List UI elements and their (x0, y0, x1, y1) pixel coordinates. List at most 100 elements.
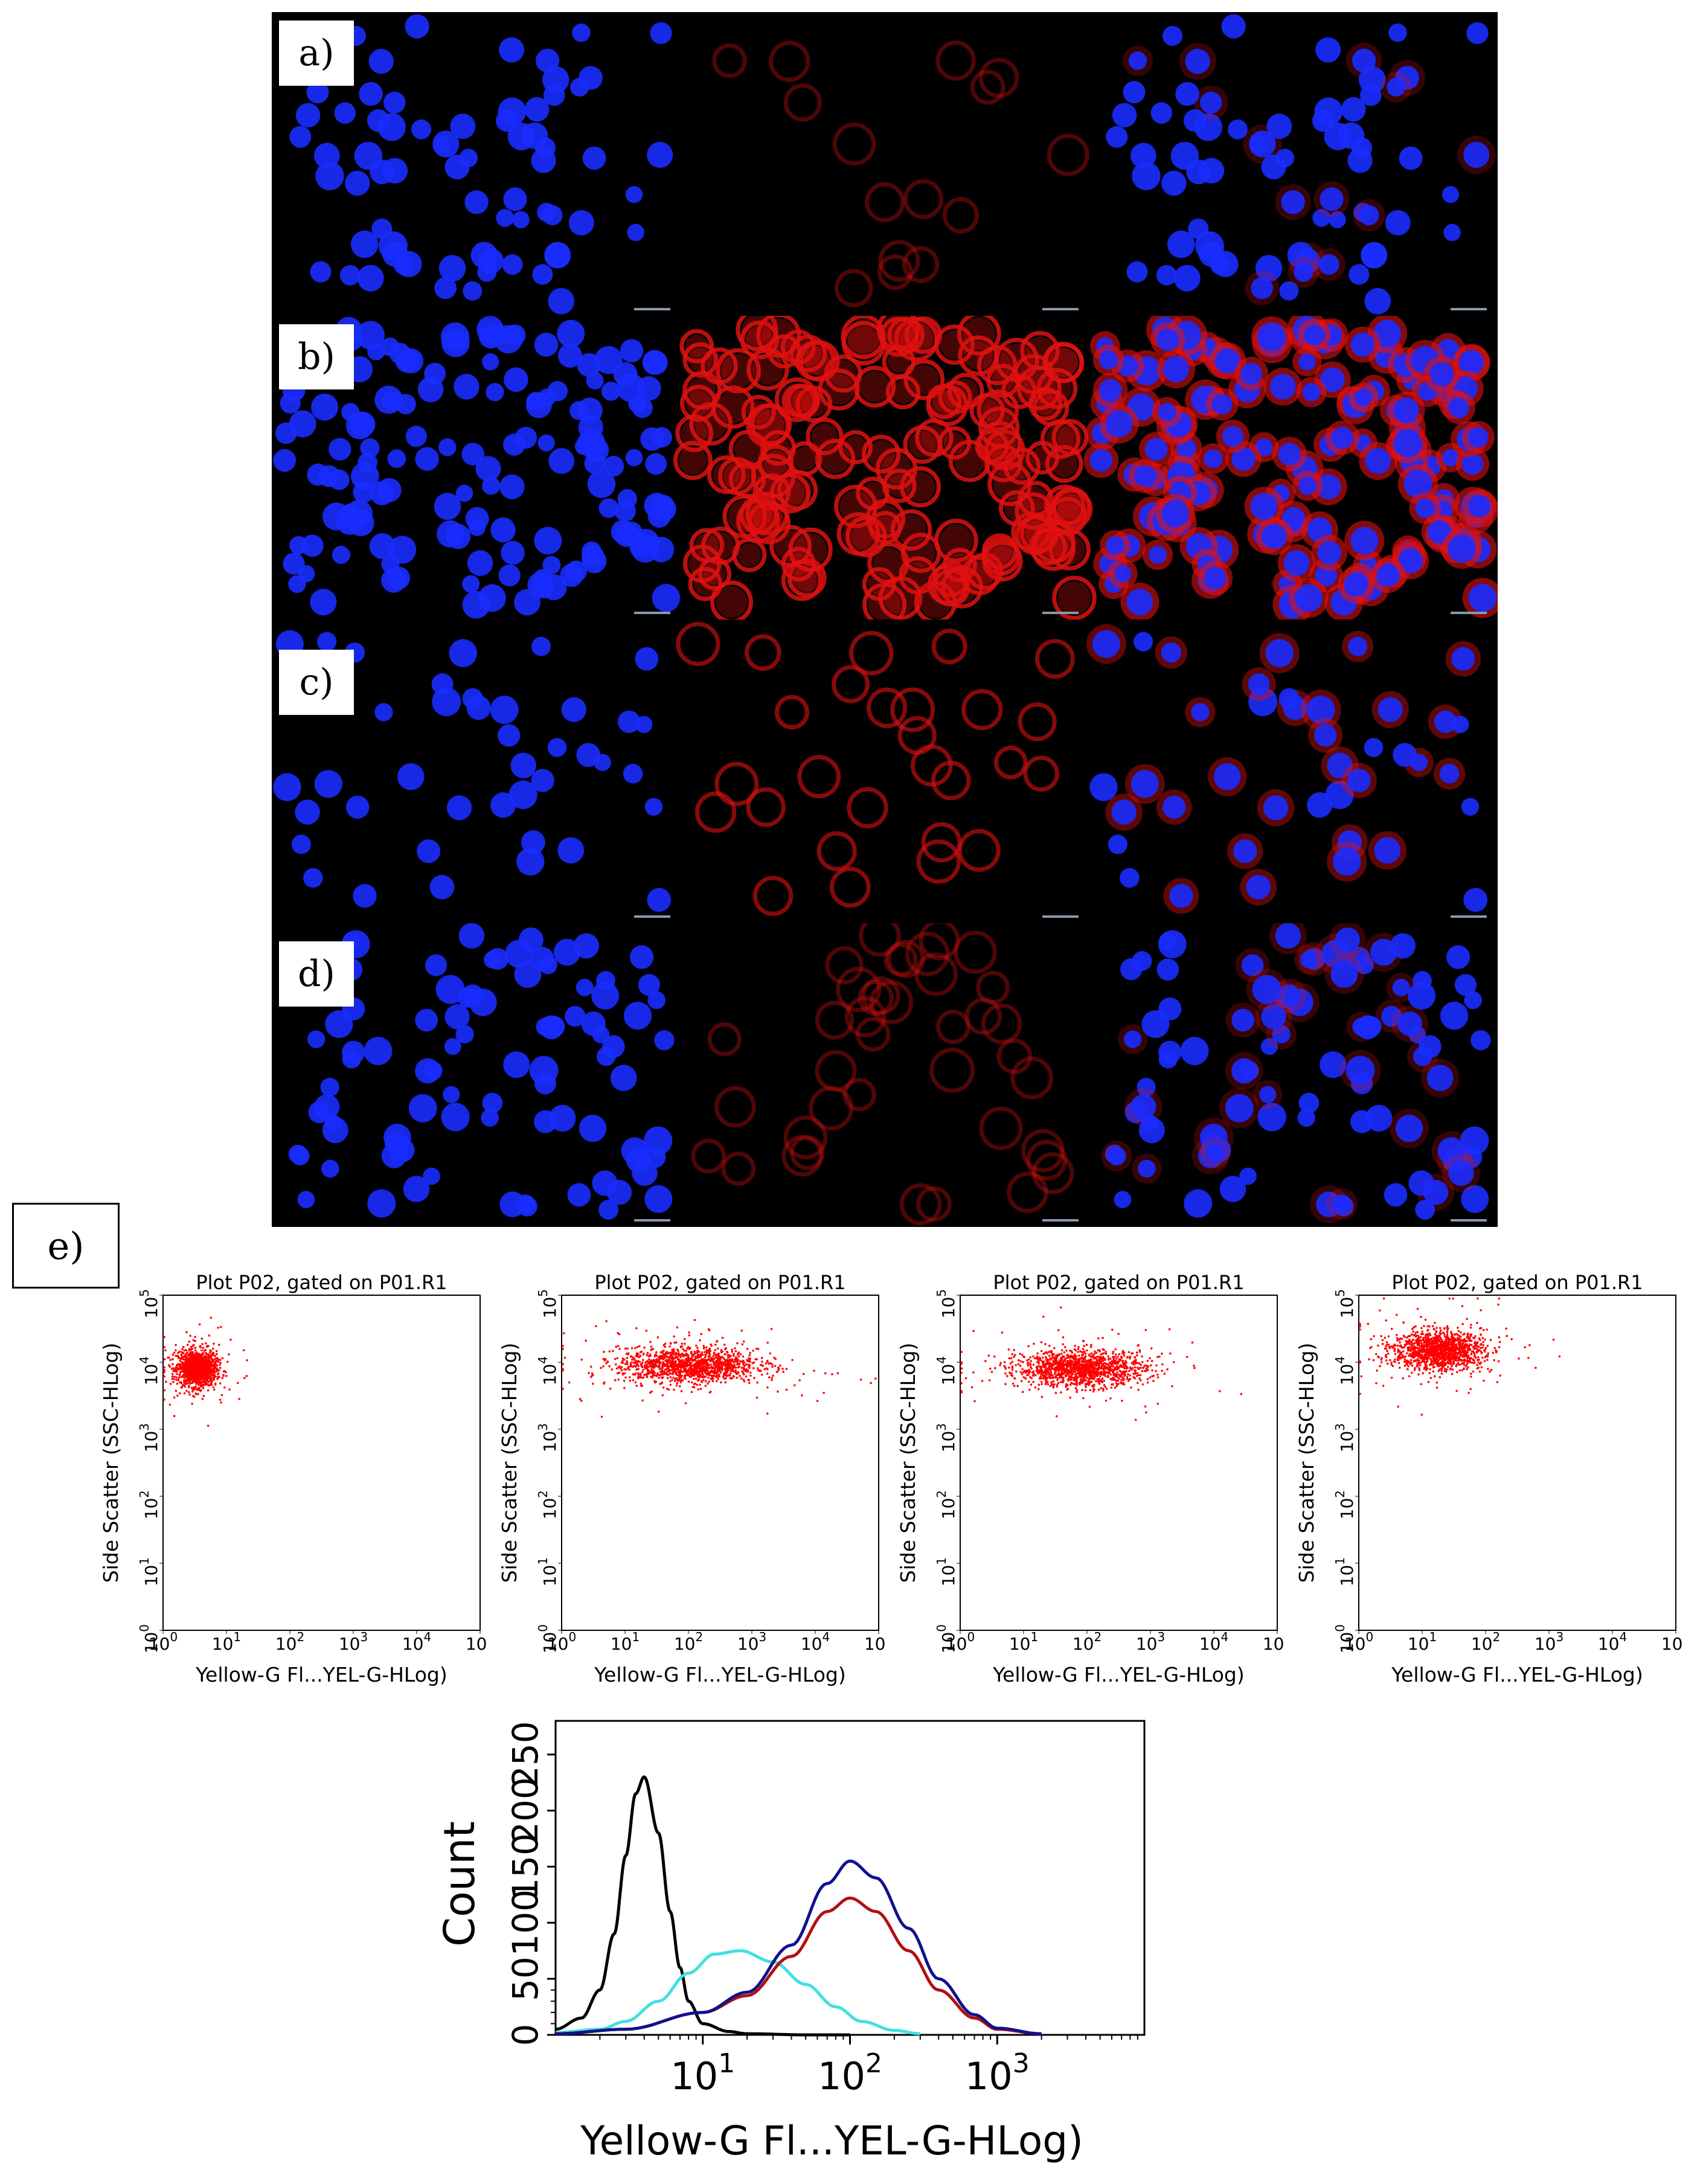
scatter-point (702, 1345, 705, 1347)
scatter-point (202, 1353, 204, 1355)
scatter-point (618, 1348, 621, 1350)
scatter-point (637, 1377, 640, 1380)
nucleus (1393, 397, 1419, 423)
cytoplasm (847, 320, 880, 353)
scatter-point (706, 1363, 708, 1365)
scatter-point (669, 1369, 672, 1371)
scatter-point (637, 1346, 639, 1348)
scatter-point (695, 1369, 698, 1372)
scatter-point (1121, 1371, 1124, 1374)
scatter-point (1027, 1365, 1030, 1367)
scatter-point (1112, 1353, 1114, 1355)
scatter-point (195, 1372, 197, 1375)
scatter-point (1124, 1365, 1127, 1367)
cytoplasm (1038, 395, 1063, 420)
scatter-point (641, 1362, 643, 1365)
scatter-point (722, 1375, 725, 1378)
nucleus (486, 383, 504, 401)
scatter-point (182, 1384, 185, 1386)
scatter-point (1063, 1351, 1066, 1354)
scatter-point (163, 1336, 165, 1339)
micro-row-b: b) (272, 316, 1498, 620)
scatter-point (665, 1363, 667, 1366)
scatter-point (1145, 1329, 1147, 1331)
scatter-point (632, 1357, 635, 1359)
nucleus (1184, 1190, 1212, 1218)
scatter-point (745, 1375, 748, 1378)
nucleus (1333, 848, 1361, 876)
scatter-point (709, 1374, 711, 1376)
nucleus (1270, 374, 1296, 400)
scatter-point (615, 1346, 617, 1348)
y-tick-label: 103 (137, 1423, 161, 1452)
nucleus (1304, 325, 1324, 345)
nucleus (454, 374, 479, 400)
scatter-point (1029, 1356, 1031, 1359)
scatter-point (650, 1375, 652, 1378)
scatter-point (1130, 1386, 1132, 1389)
nucleus (342, 1041, 365, 1064)
scatter-point (1019, 1371, 1022, 1374)
nucleus (446, 524, 471, 549)
nucleus (1185, 49, 1210, 74)
scatter-point (1115, 1382, 1118, 1385)
scatter-point (195, 1365, 197, 1368)
scatter-point (740, 1353, 742, 1356)
scatter-point (1025, 1377, 1027, 1380)
nucleus (1446, 946, 1470, 969)
scatter-point (191, 1388, 194, 1391)
scatter-point (752, 1367, 755, 1369)
scatter-point (673, 1371, 676, 1373)
scatter-point (164, 1358, 166, 1360)
nucleus (645, 798, 662, 815)
scatter-point (697, 1380, 699, 1382)
cytoplasm (852, 522, 882, 552)
scatter-point (219, 1359, 222, 1361)
scatter-point (176, 1373, 178, 1375)
cytoplasm (1051, 450, 1077, 477)
nucleus (353, 884, 376, 908)
nucleus (503, 1051, 530, 1078)
scatter-point (213, 1343, 215, 1345)
scatter-point (213, 1369, 216, 1371)
micro-row-d-image (272, 923, 1498, 1227)
nucleus (1356, 1015, 1380, 1039)
scatter-point (670, 1376, 672, 1379)
scatter-point (679, 1377, 681, 1379)
scatter-point (766, 1360, 769, 1362)
nucleus (1408, 982, 1435, 1010)
nucleus (1451, 647, 1475, 671)
scatter-point (205, 1362, 208, 1364)
scatter-point (595, 1325, 597, 1328)
nucleus (1257, 322, 1286, 351)
scatter-point (192, 1395, 194, 1397)
scatter-point (623, 1387, 626, 1389)
scatter-point (690, 1372, 692, 1375)
scatter-point (715, 1360, 717, 1363)
scatter-point (189, 1364, 191, 1366)
cytoplasm (812, 423, 838, 449)
scatter-point (717, 1357, 720, 1360)
nucleus (1225, 1094, 1254, 1122)
scatter-point (745, 1371, 748, 1373)
nucleus (581, 1011, 606, 1036)
nucleus (1163, 356, 1189, 382)
scatter-point (837, 1372, 839, 1374)
scatter-point (700, 1380, 702, 1383)
micro-row-c-image (272, 620, 1498, 923)
scatter-point (716, 1354, 718, 1357)
nucleus (459, 923, 485, 949)
scatter-point (752, 1350, 754, 1352)
cytoplasm (933, 570, 962, 599)
scatter-point (205, 1370, 208, 1372)
scatter-point (1041, 1396, 1044, 1398)
scatter-point (626, 1361, 629, 1363)
scatter-point (1134, 1371, 1137, 1374)
scatter-point (679, 1385, 681, 1388)
scale-bar (634, 915, 670, 918)
scatter-point (694, 1365, 696, 1368)
scatter-point (704, 1351, 706, 1353)
scatter-point (164, 1389, 166, 1392)
scatter-point (562, 1363, 564, 1365)
